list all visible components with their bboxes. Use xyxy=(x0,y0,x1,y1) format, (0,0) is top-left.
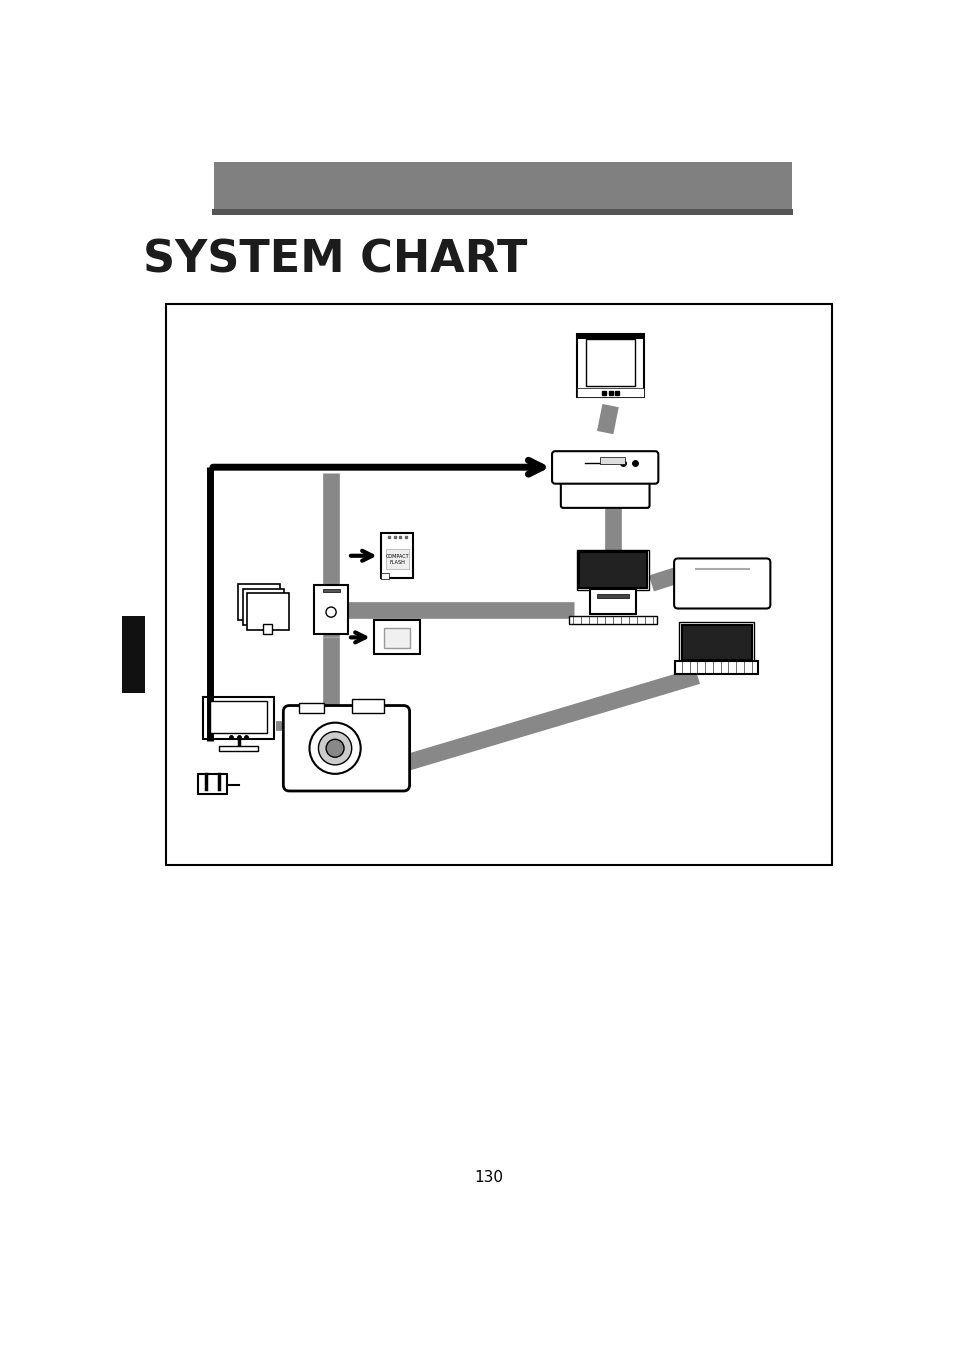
Bar xyxy=(578,552,646,588)
Circle shape xyxy=(309,723,360,774)
Bar xyxy=(210,701,267,732)
Circle shape xyxy=(326,607,335,618)
Text: SYSTEM CHART: SYSTEM CHART xyxy=(143,238,527,281)
Bar xyxy=(253,615,263,625)
Bar xyxy=(675,661,758,674)
FancyBboxPatch shape xyxy=(552,451,658,483)
FancyBboxPatch shape xyxy=(674,559,770,608)
Bar xyxy=(166,304,831,864)
Bar xyxy=(197,774,227,794)
Bar xyxy=(219,746,258,751)
FancyBboxPatch shape xyxy=(283,705,409,791)
Bar xyxy=(247,594,289,630)
Text: COMPACT
FLASH: COMPACT FLASH xyxy=(385,555,409,565)
Bar xyxy=(384,627,410,649)
Bar xyxy=(577,334,644,397)
Bar xyxy=(577,334,644,339)
Circle shape xyxy=(326,739,344,758)
Bar xyxy=(213,162,791,214)
Bar xyxy=(596,594,628,598)
Bar xyxy=(314,586,348,634)
Bar xyxy=(322,590,339,592)
Bar xyxy=(374,621,420,654)
Bar xyxy=(568,616,657,625)
Bar xyxy=(679,622,754,662)
Bar xyxy=(386,549,408,569)
Bar xyxy=(263,625,272,634)
Bar xyxy=(585,339,635,386)
Bar xyxy=(298,703,323,713)
Bar xyxy=(577,551,648,590)
Bar xyxy=(237,584,279,621)
Bar xyxy=(213,209,792,215)
Bar xyxy=(577,388,644,397)
FancyBboxPatch shape xyxy=(560,474,649,507)
Bar xyxy=(589,588,636,614)
Bar xyxy=(680,625,751,660)
Bar xyxy=(258,619,268,630)
Bar xyxy=(203,697,274,739)
Bar xyxy=(599,458,624,464)
Bar xyxy=(121,616,145,693)
Bar xyxy=(381,573,389,579)
Bar xyxy=(381,533,413,577)
Text: 130: 130 xyxy=(474,1171,503,1186)
Bar xyxy=(242,588,284,625)
Bar xyxy=(352,699,384,713)
Circle shape xyxy=(318,732,352,765)
